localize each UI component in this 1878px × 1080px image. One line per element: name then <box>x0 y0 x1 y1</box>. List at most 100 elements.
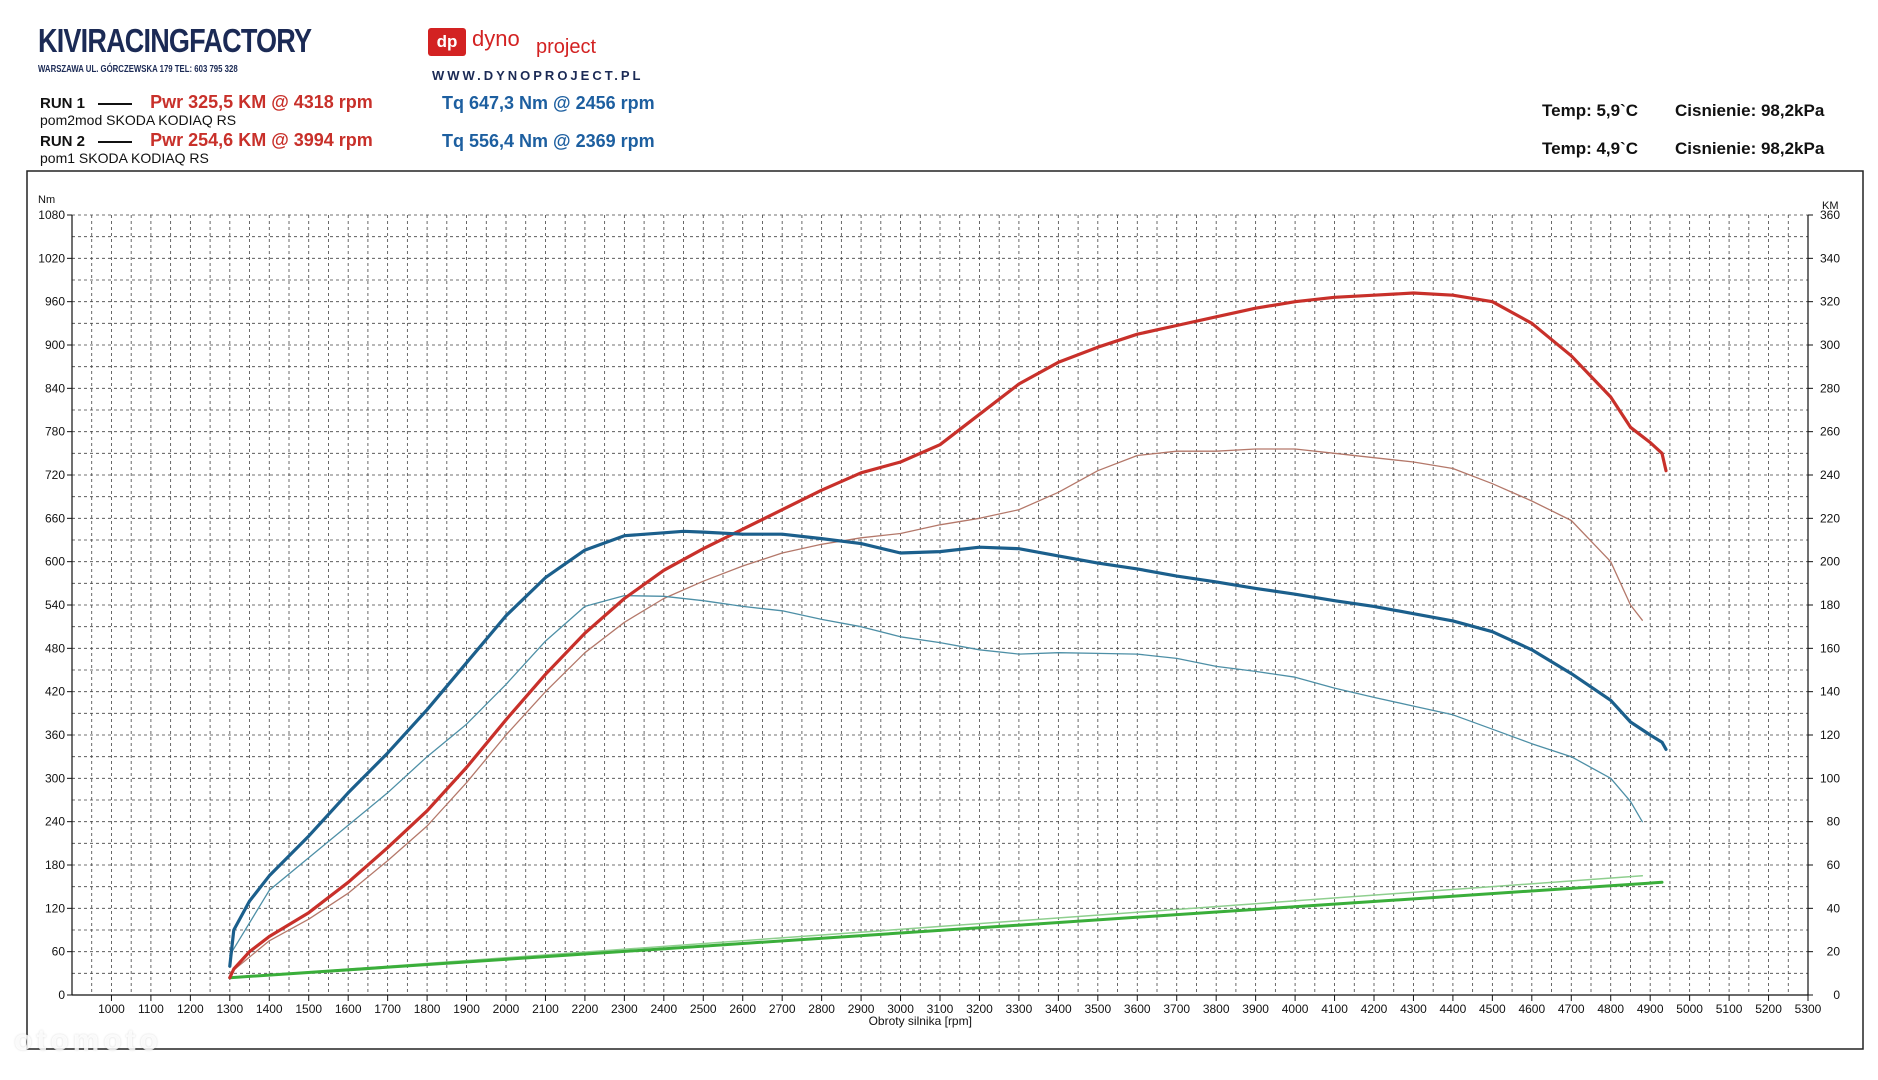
y-right-tick-label: 120 <box>1820 728 1840 742</box>
run1-label: RUN 1 <box>40 95 86 112</box>
x-tick-label: 3500 <box>1084 1002 1111 1016</box>
x-tick-label: 5200 <box>1755 1002 1782 1016</box>
x-tick-label: 2100 <box>532 1002 559 1016</box>
y-right-tick-label: 340 <box>1820 251 1840 265</box>
x-tick-label: 5100 <box>1716 1002 1743 1016</box>
y-left-tick-label: 600 <box>45 555 65 569</box>
x-tick-label: 4900 <box>1637 1002 1664 1016</box>
x-tick-label: 4400 <box>1440 1002 1467 1016</box>
run2-line-legend <box>98 140 133 143</box>
y-right-tick-label: 260 <box>1820 425 1840 439</box>
x-axis-title: Obroty silnika [rpm] <box>869 1014 972 1028</box>
y-left-tick-label: 240 <box>45 815 65 829</box>
run2-summary: RUN 2 Pwr 254,6 KM @ 3994 rpm <box>40 130 373 151</box>
y-left-tick-label: 300 <box>45 771 65 785</box>
x-tick-label: 2400 <box>650 1002 677 1016</box>
x-tick-label: 2600 <box>729 1002 756 1016</box>
brand-address: WARSZAWA UL. GÓRCZEWSKA 179 TEL: 603 795… <box>38 64 238 75</box>
y-left-tick-label: 900 <box>45 338 65 352</box>
x-tick-label: 1000 <box>98 1002 125 1016</box>
y-left-tick-label: 120 <box>45 901 65 915</box>
run2-temperature: Temp: 4,9`C <box>1542 139 1639 158</box>
x-tick-label: 2000 <box>493 1002 520 1016</box>
dyno-chart: 1000 1100 1200 1300 1400 1500 1600 1700 1800 1900… <box>26 170 1864 1050</box>
y-right-tick-label: 360 <box>1820 208 1840 222</box>
x-tick-label: 4500 <box>1479 1002 1506 1016</box>
y-left-tick-label: 660 <box>45 511 65 525</box>
x-tick-label: 4100 <box>1321 1002 1348 1016</box>
y-left-tick-label: 960 <box>45 295 65 309</box>
run2-power: Pwr 254,6 KM @ 3994 rpm <box>150 130 373 150</box>
y-left-axis-title: Nm <box>38 194 55 206</box>
y-right-tick-label: 220 <box>1820 511 1840 525</box>
y-right-tick-label: 100 <box>1820 771 1840 785</box>
x-tick-label: 2500 <box>690 1002 717 1016</box>
y-left-tick-label: 1080 <box>38 208 65 222</box>
y-left-tick-label: 360 <box>45 728 65 742</box>
dynoproject-word-project: project <box>536 36 597 58</box>
run1-power-curve <box>228 291 1668 980</box>
run2-description: pom1 SKODA KODIAQ RS <box>40 150 209 166</box>
brand-logo: KIVIRACINGFACTORY <box>38 22 312 59</box>
run2-torque: Tq 556,4 Nm @ 2369 rpm <box>442 131 655 151</box>
y-left-tick-label: 0 <box>58 988 65 1002</box>
y-left-tick-label: 1020 <box>38 251 65 265</box>
x-tick-label: 4700 <box>1558 1002 1585 1016</box>
x-tick-label: 3600 <box>1124 1002 1151 1016</box>
dynoproject-word-dyno: dyno <box>472 26 520 51</box>
x-tick-label: 1800 <box>414 1002 441 1016</box>
y-right-tick-label: 0 <box>1833 988 1840 1002</box>
x-tick-label: 2800 <box>808 1002 835 1016</box>
y-right-tick-label: 60 <box>1827 858 1841 872</box>
y-left-tick-label: 540 <box>45 598 65 612</box>
x-tick-label: 5000 <box>1676 1002 1703 1016</box>
x-tick-label: 4300 <box>1400 1002 1427 1016</box>
x-tick-label: 3000 <box>887 1002 914 1016</box>
run1-pressure: Cisnienie: 98,2kPa <box>1675 101 1825 120</box>
x-tick-label: 2200 <box>572 1002 599 1016</box>
y-right-tick-label: 300 <box>1820 338 1840 352</box>
x-tick-label: 2700 <box>769 1002 796 1016</box>
x-tick-label: 1500 <box>295 1002 322 1016</box>
x-tick-label: 1700 <box>374 1002 401 1016</box>
x-tick-label: 4600 <box>1518 1002 1545 1016</box>
run2-torque-curve <box>229 594 1643 956</box>
y-right-tick-label: 200 <box>1820 555 1840 569</box>
x-tick-label: 4000 <box>1282 1002 1309 1016</box>
y-left-tick-label: 840 <box>45 381 65 395</box>
x-tick-label: 3200 <box>966 1002 993 1016</box>
dynoproject-url: WWW.DYNOPROJECT.PL <box>432 68 644 83</box>
x-tick-label: 3100 <box>927 1002 954 1016</box>
x-tick-label: 1400 <box>256 1002 283 1016</box>
report-header: KIVIRACINGFACTORY WARSZAWA UL. GÓRCZEWSK… <box>0 0 1878 170</box>
x-tick-label: 3300 <box>1006 1002 1033 1016</box>
y-right-tick-label: 160 <box>1820 641 1840 655</box>
y-right-tick-label: 40 <box>1827 901 1841 915</box>
y-left-tick-label: 480 <box>45 641 65 655</box>
x-tick-label: 3900 <box>1242 1002 1269 1016</box>
x-tick-label: 4200 <box>1361 1002 1388 1016</box>
x-tick-label: 1300 <box>216 1002 243 1016</box>
x-tick-label: 3800 <box>1203 1002 1230 1016</box>
y-right-tick-label: 320 <box>1820 295 1840 309</box>
x-tick-label: 1600 <box>335 1002 362 1016</box>
x-tick-label: 5300 <box>1795 1002 1822 1016</box>
watermark: otomoto <box>14 1024 162 1057</box>
y-right-tick-label: 20 <box>1827 945 1841 959</box>
x-tick-label: 4800 <box>1597 1002 1624 1016</box>
y-left-tick-label: 60 <box>52 945 66 959</box>
x-tick-label: 2300 <box>611 1002 638 1016</box>
y-right-tick-label: 80 <box>1827 815 1841 829</box>
run1-power: Pwr 325,5 KM @ 4318 rpm <box>150 92 373 112</box>
dynoproject-icon: dp <box>428 28 466 56</box>
run1-torque: Tq 647,3 Nm @ 2456 rpm <box>442 93 655 113</box>
run1-line-legend <box>98 102 133 105</box>
x-tick-label: 1200 <box>177 1002 204 1016</box>
dyno-chart-svg: 1000 1100 1200 1300 1400 1500 1600 1700 1800 1900… <box>26 170 1864 1050</box>
y-right-tick-label: 240 <box>1820 468 1840 482</box>
run1-temperature: Temp: 5,9`C <box>1542 101 1639 120</box>
x-tick-label: 3400 <box>1045 1002 1072 1016</box>
x-tick-label: 1900 <box>453 1002 480 1016</box>
y-right-tick-label: 140 <box>1820 685 1840 699</box>
run2-label: RUN 2 <box>40 133 86 150</box>
